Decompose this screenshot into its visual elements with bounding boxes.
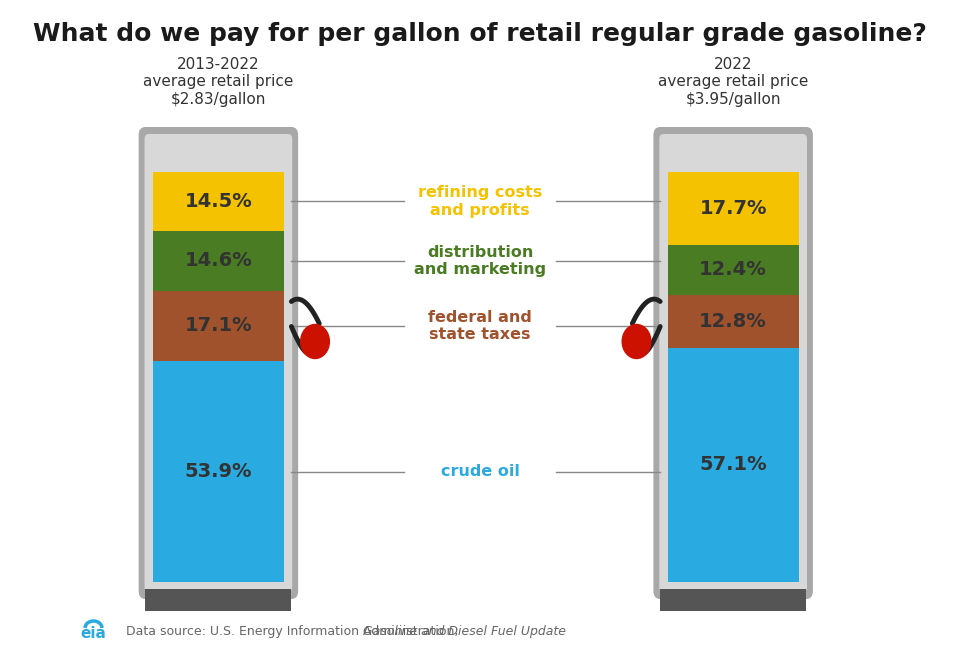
Bar: [145, 589, 292, 611]
FancyBboxPatch shape: [145, 134, 292, 592]
Text: federal and
state taxes: federal and state taxes: [428, 310, 532, 342]
Text: distribution
and marketing: distribution and marketing: [414, 245, 546, 277]
Bar: [153, 231, 284, 291]
Bar: [153, 171, 284, 231]
Bar: [668, 244, 799, 295]
Text: What do we pay for per gallon of retail regular grade gasoline?: What do we pay for per gallon of retail …: [33, 22, 927, 46]
Text: refining costs
and profits: refining costs and profits: [418, 185, 542, 218]
FancyBboxPatch shape: [654, 127, 813, 599]
Text: 12.8%: 12.8%: [699, 312, 767, 331]
Text: Data source: U.S. Energy Information Administration,: Data source: U.S. Energy Information Adm…: [126, 626, 462, 639]
Text: 12.4%: 12.4%: [699, 260, 767, 279]
Text: 14.6%: 14.6%: [184, 252, 252, 271]
Bar: [668, 348, 799, 582]
FancyBboxPatch shape: [660, 134, 807, 592]
Text: crude oil: crude oil: [441, 464, 519, 479]
Circle shape: [622, 324, 651, 359]
Circle shape: [300, 324, 329, 359]
Text: eia: eia: [81, 626, 107, 641]
Text: 17.1%: 17.1%: [184, 316, 252, 336]
Text: 2013-2022
average retail price
$2.83/gallon: 2013-2022 average retail price $2.83/gal…: [143, 57, 294, 107]
Text: 14.5%: 14.5%: [184, 192, 252, 211]
Text: 17.7%: 17.7%: [700, 199, 767, 218]
Text: 2022
average retail price
$3.95/gallon: 2022 average retail price $3.95/gallon: [658, 57, 808, 107]
Bar: [153, 291, 284, 361]
Bar: [668, 172, 799, 244]
Text: 57.1%: 57.1%: [699, 455, 767, 475]
Bar: [660, 589, 806, 611]
Text: 53.9%: 53.9%: [184, 462, 252, 481]
Bar: [668, 295, 799, 348]
Bar: [153, 361, 284, 582]
Text: Gasoline and Diesel Fuel Update: Gasoline and Diesel Fuel Update: [363, 626, 565, 639]
FancyBboxPatch shape: [138, 127, 299, 599]
